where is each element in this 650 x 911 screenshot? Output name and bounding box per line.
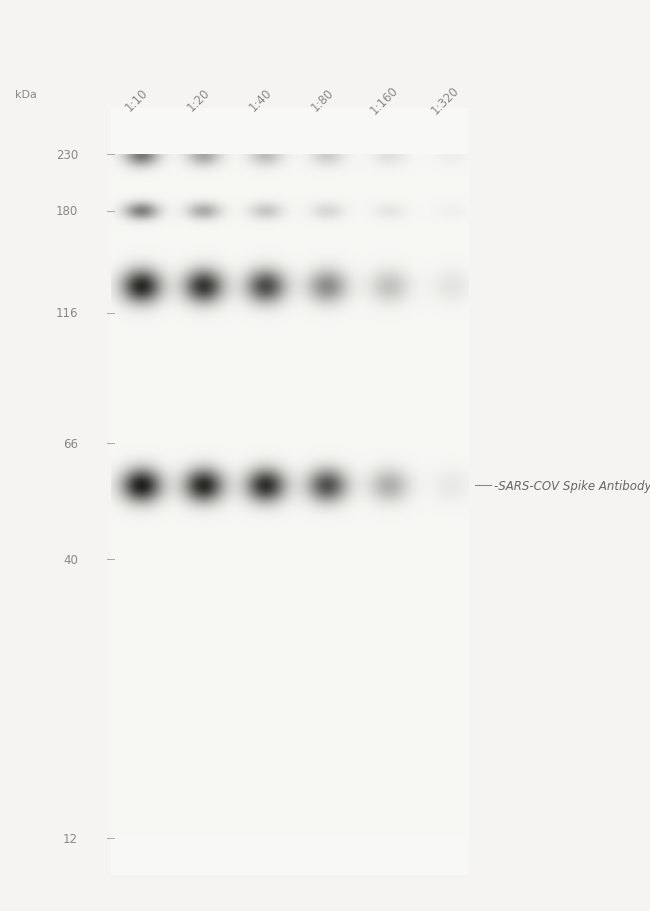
FancyBboxPatch shape bbox=[111, 109, 468, 875]
Text: 1:10: 1:10 bbox=[123, 87, 151, 114]
Text: 1:40: 1:40 bbox=[246, 87, 274, 114]
Text: 1:80: 1:80 bbox=[308, 87, 336, 114]
Text: -SARS-COV Spike Antibody: -SARS-COV Spike Antibody bbox=[494, 479, 650, 492]
Text: 1:160: 1:160 bbox=[367, 84, 400, 117]
Text: 1:20: 1:20 bbox=[185, 87, 213, 114]
Text: kDa: kDa bbox=[15, 90, 37, 100]
Text: 12: 12 bbox=[63, 832, 78, 844]
Text: 180: 180 bbox=[56, 205, 78, 218]
Text: 40: 40 bbox=[63, 553, 78, 566]
Text: 66: 66 bbox=[63, 437, 78, 450]
Text: 116: 116 bbox=[55, 307, 78, 320]
Text: 1:320: 1:320 bbox=[429, 84, 462, 117]
Text: 230: 230 bbox=[56, 148, 78, 161]
